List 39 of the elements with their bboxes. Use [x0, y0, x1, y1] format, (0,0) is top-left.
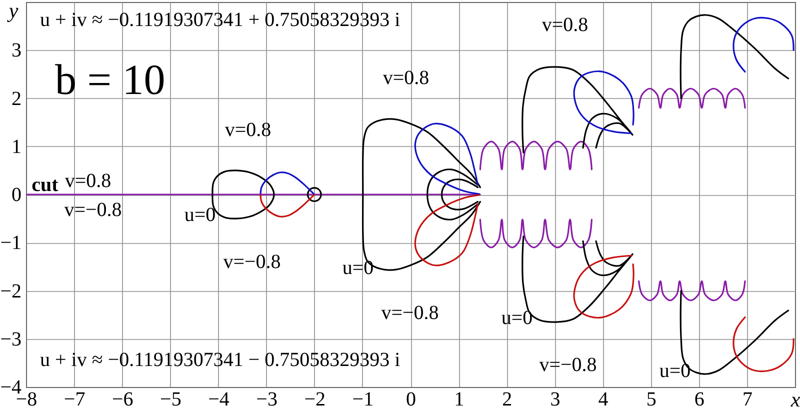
x-tick-label: 5: [646, 388, 656, 410]
annotation: u=0: [184, 204, 216, 226]
annotation: v=0.8: [542, 14, 588, 36]
x-tick-label: 4: [598, 388, 608, 410]
x-tick-label: −2: [304, 388, 326, 410]
y-tick-label: 3: [12, 40, 22, 62]
y-tick-label: 1: [12, 136, 22, 158]
y-axis-title: y: [6, 0, 19, 22]
y-tick-label: 2: [12, 88, 22, 110]
x-tick-label: 3: [550, 388, 560, 410]
x-axis-title: x: [790, 388, 800, 411]
y-tick-label: −1: [0, 232, 22, 254]
y-tick-label: −3: [0, 328, 22, 350]
y-tick-label: 0: [12, 184, 22, 206]
annotation: u=0: [659, 360, 691, 382]
x-tick-label: 2: [502, 388, 512, 410]
annotation: u + iv ≈ −0.11919307341 − 0.75058329393 i: [40, 349, 401, 371]
x-tick-label: 7: [742, 388, 752, 410]
x-tick-label: −4: [208, 388, 230, 410]
annotation: v=−0.8: [223, 251, 281, 273]
annotation: v=−0.8: [64, 199, 122, 221]
annotation: v=−0.8: [381, 302, 439, 324]
annotation: cut: [32, 174, 59, 196]
x-tick-label: −1: [352, 388, 374, 410]
y-tick-label: −2: [0, 280, 22, 302]
annotation: u=0: [342, 257, 374, 279]
annotation: v=0.8: [224, 119, 272, 141]
x-tick-label: −5: [160, 388, 182, 410]
x-tick-label: −7: [64, 388, 86, 410]
x-tick-label: −6: [112, 388, 134, 410]
text: b = 10: [55, 57, 166, 104]
annotation: v=0.8: [64, 170, 112, 192]
x-tick-label: 1: [454, 388, 464, 410]
x-tick-label: 0: [406, 388, 416, 410]
annotation: v=−0.8: [539, 354, 597, 376]
annotation: v=0.8: [382, 67, 430, 89]
x-tick-label: −3: [256, 388, 278, 410]
x-tick-label: 6: [694, 388, 704, 410]
annotation: u + iv ≈ −0.11919307341 + 0.75058329393 i: [40, 9, 401, 31]
